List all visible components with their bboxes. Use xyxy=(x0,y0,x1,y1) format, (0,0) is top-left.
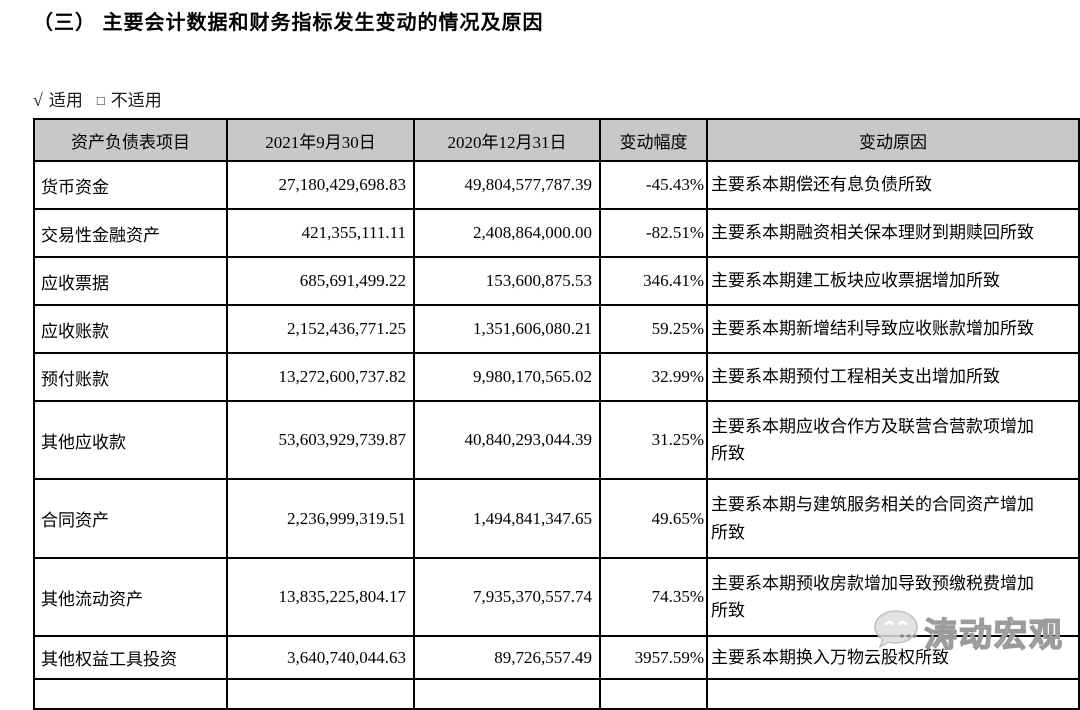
cell-value-2021: 685,691,499.22 xyxy=(226,256,415,306)
cell-change-pct: 346.41% xyxy=(599,256,708,306)
cell-reason: 主要系本期建工板块应收票据增加所致 xyxy=(706,256,1080,306)
cell-change-pct: 31.25% xyxy=(599,400,708,480)
cell-reason: 主要系本期融资相关保本理财到期赎回所致 xyxy=(706,208,1080,258)
cell-item: 货币资金 xyxy=(33,160,228,210)
cell-value-2020: 7,935,370,557.74 xyxy=(413,557,601,637)
cell-value-2020: 1,494,841,347.65 xyxy=(413,478,601,559)
cell-change-pct: 59.25% xyxy=(599,304,708,354)
col-header-reason: 变动原因 xyxy=(706,118,1080,162)
cell-item: 应收账款 xyxy=(33,304,228,354)
report-page: { "page": { "title": "（三） 主要会计数据和财务指标发生变… xyxy=(33,12,1080,710)
cell-change-pct: -82.51% xyxy=(599,208,708,258)
cell-value-2021: 27,180,429,698.83 xyxy=(226,160,415,210)
col-header-2020: 2020年12月31日 xyxy=(413,118,601,162)
cell-item: 其他权益工具投资 xyxy=(33,635,228,680)
cell-item: 其他应收款 xyxy=(33,400,228,480)
cell-reason xyxy=(706,678,1080,710)
cell-value-2020: 9,980,170,565.02 xyxy=(413,352,601,402)
cell-change-pct: 3957.59% xyxy=(599,635,708,680)
not-applicable-label: 不适用 xyxy=(110,91,162,110)
cell-value-2021: 13,272,600,737.82 xyxy=(226,352,415,402)
cell-value-2021: 3,640,740,044.63 xyxy=(226,635,415,680)
cell-value-2020: 1,351,606,080.21 xyxy=(413,304,601,354)
table-body: 货币资金 27,180,429,698.83 49,804,577,787.39… xyxy=(33,160,1080,710)
table-row: 交易性金融资产 421,355,111.11 2,408,864,000.00 … xyxy=(33,208,1080,258)
cell-item: 其他流动资产 xyxy=(33,557,228,637)
applicable-check-mark: √ xyxy=(33,90,43,110)
cell-value-2021: 421,355,111.11 xyxy=(226,208,415,258)
table-row: 应收票据 685,691,499.22 153,600,875.53 346.4… xyxy=(33,256,1080,306)
table-header-row: 资产负债表项目 2021年9月30日 2020年12月31日 变动幅度 变动原因 xyxy=(33,118,1080,162)
cell-change-pct: -45.43% xyxy=(599,160,708,210)
cell-item xyxy=(33,678,228,710)
col-header-2021: 2021年9月30日 xyxy=(226,118,415,162)
cell-value-2021 xyxy=(226,678,415,710)
cell-value-2021: 2,236,999,319.51 xyxy=(226,478,415,559)
col-header-item: 资产负债表项目 xyxy=(33,118,228,162)
cell-change-pct: 32.99% xyxy=(599,352,708,402)
applicable-label: 适用 xyxy=(48,91,83,110)
cell-value-2020: 49,804,577,787.39 xyxy=(413,160,601,210)
col-header-change: 变动幅度 xyxy=(599,118,708,162)
cell-reason: 主要系本期与建筑服务相关的合同资产增加所致 xyxy=(706,478,1080,559)
applicability-line: √ 适用 □ 不适用 xyxy=(33,86,162,111)
table-row: 预付账款 13,272,600,737.82 9,980,170,565.02 … xyxy=(33,352,1080,402)
cell-item: 应收票据 xyxy=(33,256,228,306)
balance-sheet-change-table: 资产负债表项目 2021年9月30日 2020年12月31日 变动幅度 变动原因… xyxy=(33,118,1080,710)
cell-reason: 主要系本期新增结利导致应收账款增加所致 xyxy=(706,304,1080,354)
table-row: 其他权益工具投资 3,640,740,044.63 89,726,557.49 … xyxy=(33,635,1080,680)
partial-row xyxy=(33,678,1080,710)
cell-value-2020: 2,408,864,000.00 xyxy=(413,208,601,258)
cell-change-pct: 74.35% xyxy=(599,557,708,637)
table-row: 货币资金 27,180,429,698.83 49,804,577,787.39… xyxy=(33,160,1080,210)
cell-value-2021: 53,603,929,739.87 xyxy=(226,400,415,480)
cell-reason: 主要系本期偿还有息负债所致 xyxy=(706,160,1080,210)
cell-reason: 主要系本期预付工程相关支出增加所致 xyxy=(706,352,1080,402)
cell-value-2021: 13,835,225,804.17 xyxy=(226,557,415,637)
section-title: （三） 主要会计数据和财务指标发生变动的情况及原因 xyxy=(33,12,544,34)
cell-reason: 主要系本期应收合作方及联营合营款项增加所致 xyxy=(706,400,1080,480)
not-applicable-checkbox: □ xyxy=(96,93,105,108)
table-row: 其他应收款 53,603,929,739.87 40,840,293,044.3… xyxy=(33,400,1080,480)
cell-value-2020 xyxy=(413,678,601,710)
cell-item: 合同资产 xyxy=(33,478,228,559)
table-row: 应收账款 2,152,436,771.25 1,351,606,080.21 5… xyxy=(33,304,1080,354)
cell-value-2020: 153,600,875.53 xyxy=(413,256,601,306)
cell-reason: 主要系本期预收房款增加导致预缴税费增加所致 xyxy=(706,557,1080,637)
table-row: 其他流动资产 13,835,225,804.17 7,935,370,557.7… xyxy=(33,557,1080,637)
cell-item: 交易性金融资产 xyxy=(33,208,228,258)
cell-value-2021: 2,152,436,771.25 xyxy=(226,304,415,354)
cell-change-pct: 49.65% xyxy=(599,478,708,559)
cell-change-pct xyxy=(599,678,708,710)
cell-reason: 主要系本期换入万物云股权所致 xyxy=(706,635,1080,680)
cell-item: 预付账款 xyxy=(33,352,228,402)
cell-value-2020: 40,840,293,044.39 xyxy=(413,400,601,480)
cell-value-2020: 89,726,557.49 xyxy=(413,635,601,680)
table-row: 合同资产 2,236,999,319.51 1,494,841,347.65 4… xyxy=(33,478,1080,559)
